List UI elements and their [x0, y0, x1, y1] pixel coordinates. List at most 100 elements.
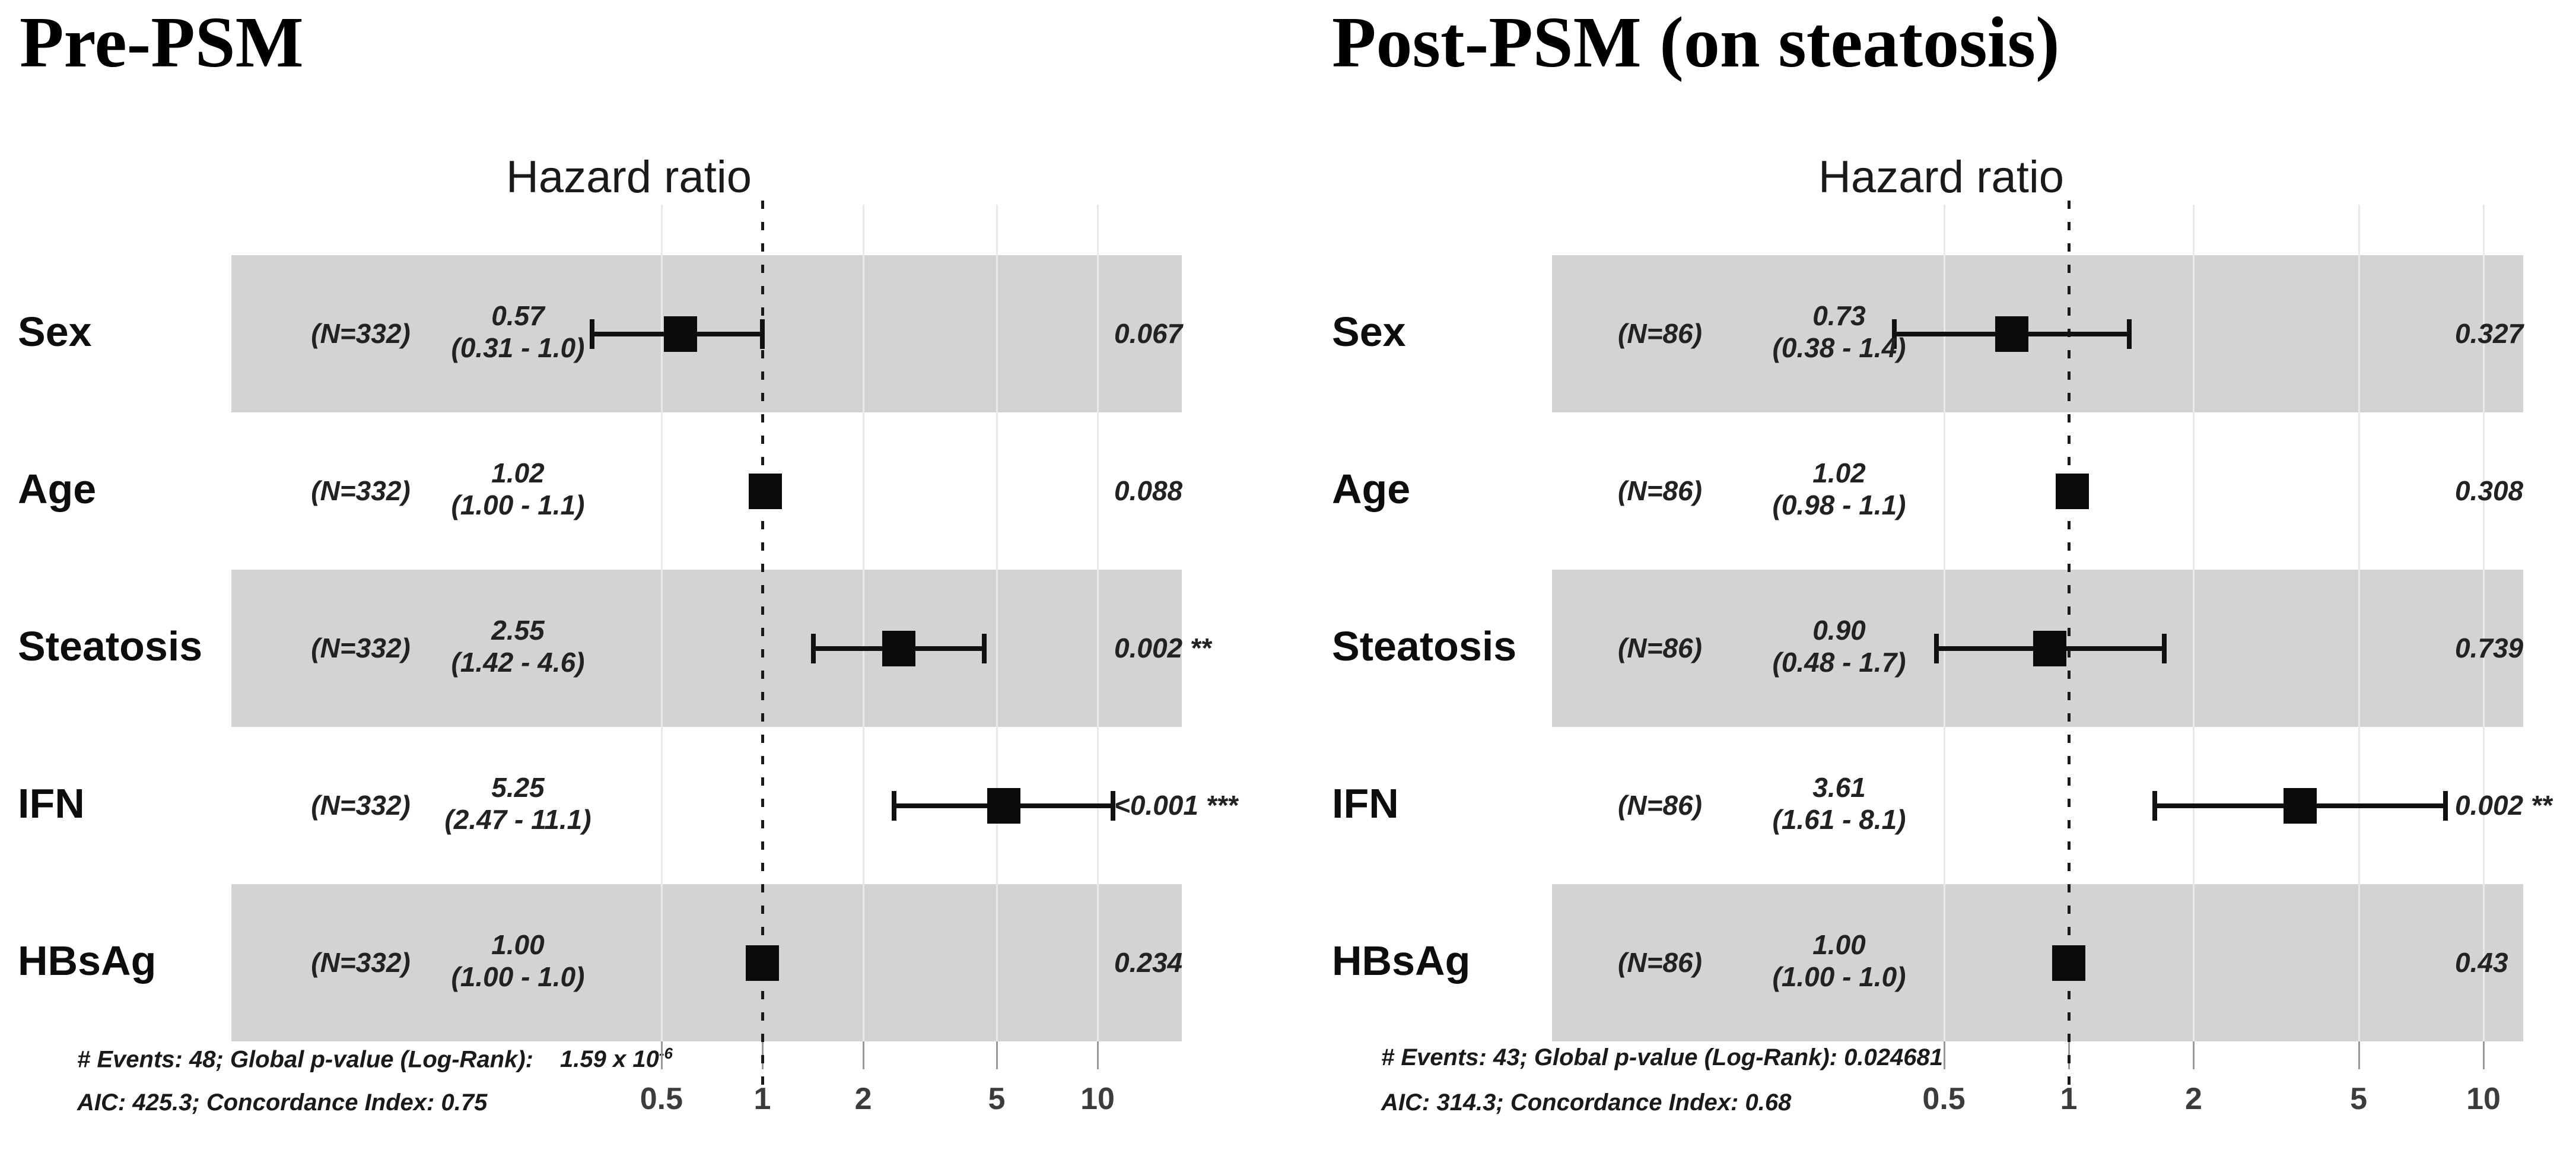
n-label: (N=332) — [311, 946, 411, 978]
ci-cap-right — [760, 319, 765, 349]
p-value: 0.308 — [2455, 475, 2524, 506]
hr-marker-square — [2283, 787, 2317, 824]
axis-tick-mark — [2483, 1041, 2485, 1069]
ci-cap-right — [2443, 790, 2448, 821]
estimate-value: 3.61 — [1812, 771, 1866, 803]
axis-tick-label: 2 — [854, 1082, 872, 1116]
n-label: (N=332) — [311, 317, 411, 349]
hr-marker-square — [1995, 316, 2029, 352]
footer-events-line-left: # Events: 48; Global p-value (Log-Rank):… — [77, 1044, 673, 1073]
axis-tick-label: 1 — [753, 1082, 771, 1116]
axis-tick-label: 10 — [1080, 1082, 1115, 1116]
estimate-ci: (0.31 - 1.0) — [451, 332, 585, 363]
row-band — [231, 884, 1182, 1041]
gridline — [660, 205, 663, 1041]
axis-tick-mark — [2193, 1041, 2195, 1069]
variable-label-hbsag: HBsAg — [18, 937, 157, 984]
n-label: (N=86) — [1618, 789, 1702, 821]
p-value: 0.067 — [1114, 317, 1183, 349]
axis-tick-label: 0.5 — [640, 1082, 683, 1116]
variable-label-ifn: IFN — [1332, 780, 1399, 827]
p-value: <0.001 *** — [1114, 789, 1238, 821]
n-label: (N=86) — [1618, 632, 1702, 663]
estimate-ci: (1.61 - 8.1) — [1772, 803, 1906, 835]
variable-label-steatosis: Steatosis — [18, 622, 203, 669]
hr-marker-square — [882, 630, 915, 666]
hr-marker-square — [2052, 945, 2085, 981]
estimate-value: 2.55 — [491, 614, 545, 646]
axis-tick-mark — [2358, 1041, 2360, 1069]
estimate-ci: (0.38 - 1.4) — [1772, 332, 1906, 363]
ci-cap-left — [589, 319, 594, 349]
axis-tick-mark — [1097, 1041, 1099, 1069]
panel-title-pre-psm: Pre-PSM — [20, 2, 304, 82]
ci-cap-right — [982, 633, 987, 663]
estimate-ci: (1.42 - 4.6) — [451, 646, 585, 678]
p-value: 0.088 — [1114, 475, 1183, 506]
estimate-value: 5.25 — [491, 771, 545, 803]
axis-tick-label: 0.5 — [1922, 1082, 1966, 1116]
variable-label-sex: Sex — [18, 308, 92, 355]
footer-global-p-value: 1.59 x 10 — [560, 1046, 659, 1073]
footer-aic-line-left: AIC: 425.3; Concordance Index: 0.75 — [77, 1089, 488, 1116]
variable-label-age: Age — [1332, 465, 1411, 512]
footer-aic-line-right: AIC: 314.3; Concordance Index: 0.68 — [1381, 1089, 1792, 1116]
variable-label-steatosis: Steatosis — [1332, 622, 1517, 669]
axis-tick-mark — [660, 1041, 663, 1069]
ci-cap-right — [2162, 633, 2167, 663]
footer-events-text: # Events: 48; Global p-value (Log-Rank): — [77, 1046, 534, 1073]
axis-tick-mark — [1943, 1041, 1945, 1069]
p-value: 0.327 — [2455, 317, 2524, 349]
estimate-ci: (2.47 - 11.1) — [444, 803, 591, 835]
hr-marker-square — [987, 787, 1020, 824]
gridline — [2483, 205, 2485, 1041]
hr-marker-square — [664, 316, 698, 352]
estimate-ci: (0.48 - 1.7) — [1772, 646, 1906, 678]
p-value: 0.43 — [2455, 946, 2508, 978]
estimate-ci: (1.00 - 1.0) — [451, 961, 585, 992]
hr-marker-square — [748, 473, 782, 509]
gridline — [1097, 205, 1099, 1041]
n-label: (N=332) — [311, 475, 411, 506]
axis-tick-mark — [996, 1041, 998, 1069]
gridline — [1943, 205, 1945, 1041]
row-band — [231, 570, 1182, 727]
ci-cap-right — [1110, 790, 1115, 821]
ci-cap-left — [1934, 633, 1939, 663]
estimate-value: 1.00 — [1812, 929, 1866, 960]
axis-tick-label: 10 — [2466, 1082, 2501, 1116]
n-label: (N=86) — [1618, 475, 1702, 506]
estimate-value: 0.90 — [1812, 614, 1866, 646]
row-band — [1552, 884, 2523, 1041]
p-value: 0.234 — [1114, 946, 1183, 978]
ci-cap-right — [2127, 319, 2132, 349]
axis-tick-label: 5 — [988, 1082, 1006, 1116]
n-label: (N=332) — [311, 632, 411, 663]
variable-label-age: Age — [18, 465, 97, 512]
estimate-value: 0.73 — [1812, 300, 1866, 331]
n-label: (N=332) — [311, 789, 411, 821]
variable-label-ifn: IFN — [18, 780, 85, 827]
ci-cap-left — [2152, 790, 2157, 821]
estimate-ci: (1.00 - 1.1) — [451, 489, 585, 520]
ci-cap-left — [811, 633, 816, 663]
gridline — [2193, 205, 2195, 1041]
gridline — [863, 205, 865, 1041]
axis-tick-label: 2 — [2184, 1082, 2202, 1116]
axis-tick-mark — [863, 1041, 865, 1069]
reference-line-dotted — [2068, 201, 2071, 1088]
axis-title-hazard-ratio-left: Hazard ratio — [506, 152, 752, 202]
axis-title-hazard-ratio-right: Hazard ratio — [1818, 152, 2064, 202]
axis-tick-label: 1 — [2060, 1082, 2078, 1116]
footer-events-line-right: # Events: 43; Global p-value (Log-Rank):… — [1381, 1044, 1943, 1070]
variable-label-sex: Sex — [1332, 308, 1406, 355]
variable-label-hbsag: HBsAg — [1332, 937, 1471, 984]
estimate-ci: (0.98 - 1.1) — [1772, 489, 1906, 520]
n-label: (N=86) — [1618, 317, 1702, 349]
gridline — [2358, 205, 2360, 1041]
panel-title-post-psm: Post-PSM (on steatosis) — [1332, 2, 2060, 82]
hr-marker-square — [746, 945, 779, 981]
estimate-value: 1.02 — [1812, 457, 1866, 488]
estimate-value: 1.02 — [491, 457, 545, 488]
p-value: 0.002 ** — [1114, 632, 1211, 663]
